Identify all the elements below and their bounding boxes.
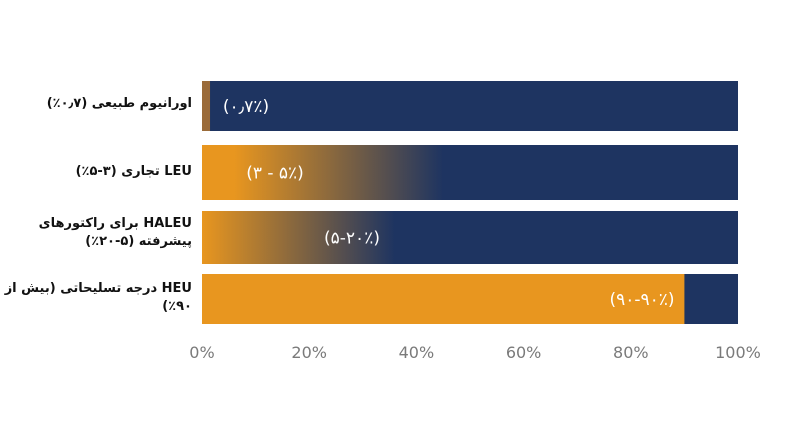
x-tick-label: 40%: [399, 343, 435, 362]
bar-value-label-3: (۹۰-۹۰٪): [609, 290, 674, 310]
category-label-leu: LEU تجاری (۳-۵٪): [75, 164, 192, 179]
x-tick-label: 80%: [613, 343, 649, 362]
x-tick-label: 20%: [291, 343, 327, 362]
bar-enriched-0: [202, 81, 211, 131]
x-tick-label: 0%: [189, 343, 214, 362]
bar-value-label-2: (۵-۲۰٪): [324, 229, 380, 249]
bar-enriched-1: [202, 145, 444, 200]
category-label-heu: HEU درجه تسلیحاتی (بیش از ۹۰٪): [4, 281, 192, 314]
bar-value-label-0: (۰٫۷٪): [223, 97, 269, 117]
bar-enriched-3: [202, 274, 685, 324]
x-tick-label: 60%: [506, 343, 542, 362]
category-label-haleu: HALEU برای راکتورهای پیشرفته (۵-۲۰٪): [38, 216, 192, 249]
bar-background-0: [202, 81, 738, 131]
x-tick-label: 100%: [715, 343, 761, 362]
bar-value-label-1: (۳ - ۵٪): [246, 164, 304, 184]
bar-enriched-2: [202, 211, 395, 264]
category-label-natural-uranium: اورانیوم طبیعی (۰٫۷٪): [46, 96, 192, 111]
